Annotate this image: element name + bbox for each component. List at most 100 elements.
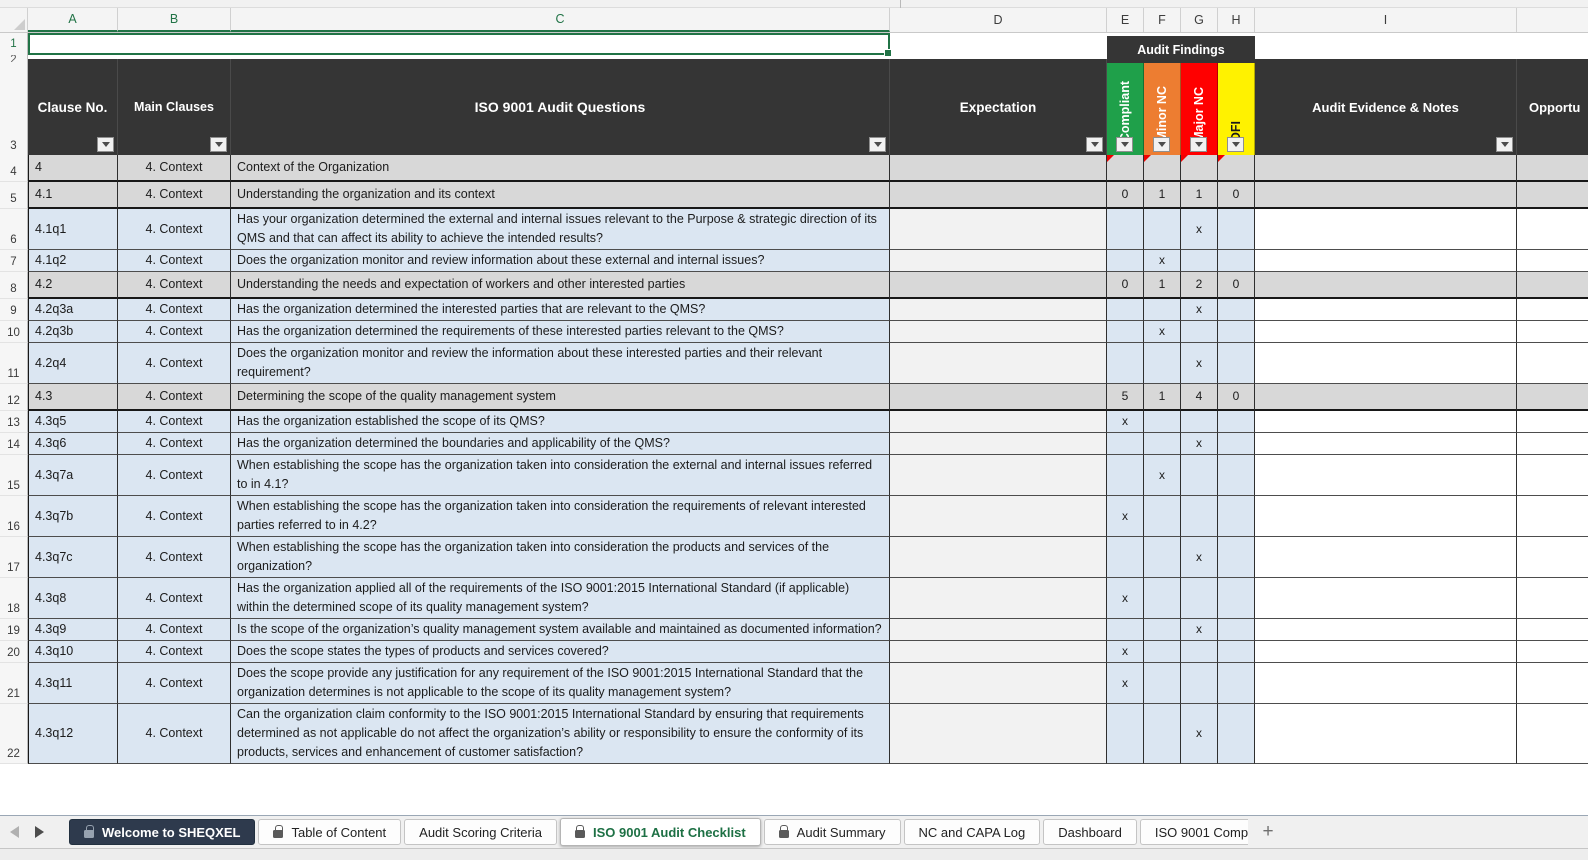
- cell-j15[interactable]: [1517, 455, 1588, 496]
- cell-j16[interactable]: [1517, 496, 1588, 537]
- sheet-tab-iso-9001-audit-checklist[interactable]: ISO 9001 Audit Checklist: [559, 818, 761, 846]
- cell-f4[interactable]: [1144, 155, 1181, 182]
- cell-e17[interactable]: [1107, 537, 1144, 578]
- cell-b8[interactable]: 4. Context: [118, 272, 231, 299]
- column-header-d[interactable]: D: [890, 8, 1107, 32]
- row-number-6[interactable]: 6: [0, 209, 28, 250]
- cell-a17[interactable]: 4.3q7c: [28, 537, 118, 578]
- column-header-b[interactable]: B: [118, 8, 231, 32]
- column-header-h[interactable]: H: [1218, 8, 1255, 32]
- cell-e5[interactable]: 0: [1107, 182, 1144, 209]
- sheet-tab-iso-9001-comp[interactable]: ISO 9001 Comp: [1139, 819, 1249, 845]
- cell-e18[interactable]: x: [1107, 578, 1144, 619]
- cell-h4[interactable]: [1218, 155, 1255, 182]
- cell-a13[interactable]: 4.3q5: [28, 411, 118, 433]
- row-number-17[interactable]: 17: [0, 537, 28, 578]
- cell-c5[interactable]: Understanding the organization and its c…: [231, 182, 890, 209]
- cell-g4[interactable]: [1181, 155, 1218, 182]
- cell-h10[interactable]: [1218, 321, 1255, 343]
- cell-h9[interactable]: [1218, 299, 1255, 321]
- cell-d22[interactable]: [890, 704, 1107, 764]
- cell-d20[interactable]: [890, 641, 1107, 663]
- row-number-4[interactable]: 4: [0, 155, 28, 182]
- questions-header[interactable]: ISO 9001 Audit Questions: [231, 59, 890, 155]
- cell-a10[interactable]: 4.2q3b: [28, 321, 118, 343]
- cell-i9[interactable]: [1255, 299, 1517, 321]
- cell-h16[interactable]: [1218, 496, 1255, 537]
- cell-e16[interactable]: x: [1107, 496, 1144, 537]
- cell-i18[interactable]: [1255, 578, 1517, 619]
- cell-d17[interactable]: [890, 537, 1107, 578]
- cell-g17[interactable]: x: [1181, 537, 1218, 578]
- cell-i11[interactable]: [1255, 343, 1517, 384]
- cell-a9[interactable]: 4.2q3a: [28, 299, 118, 321]
- cell-f6[interactable]: [1144, 209, 1181, 250]
- cell-h18[interactable]: [1218, 578, 1255, 619]
- cell-j12[interactable]: [1517, 384, 1588, 411]
- cell-h8[interactable]: 0: [1218, 272, 1255, 299]
- cell-e14[interactable]: [1107, 433, 1144, 455]
- row-number-7[interactable]: 7: [0, 250, 28, 272]
- sheet-tab-audit-scoring-criteria[interactable]: Audit Scoring Criteria: [404, 819, 557, 845]
- cell-f17[interactable]: [1144, 537, 1181, 578]
- cell-f8[interactable]: 1: [1144, 272, 1181, 299]
- cell-a14[interactable]: 4.3q6: [28, 433, 118, 455]
- cell-g13[interactable]: [1181, 411, 1218, 433]
- cell-g21[interactable]: [1181, 663, 1218, 704]
- cell-c19[interactable]: Is the scope of the organization’s quali…: [231, 619, 890, 641]
- cell-e21[interactable]: x: [1107, 663, 1144, 704]
- row-number-1[interactable]: 1: [10, 38, 17, 50]
- evidence-header[interactable]: Audit Evidence & Notes: [1255, 59, 1517, 155]
- select-all-corner[interactable]: [0, 8, 28, 32]
- findings-header-ofi[interactable]: OFI: [1218, 63, 1255, 155]
- row-number-10[interactable]: 10: [0, 321, 28, 343]
- cell-c9[interactable]: Has the organization determined the inte…: [231, 299, 890, 321]
- cell-j9[interactable]: [1517, 299, 1588, 321]
- cell-j10[interactable]: [1517, 321, 1588, 343]
- cell-f12[interactable]: 1: [1144, 384, 1181, 411]
- cell-f9[interactable]: [1144, 299, 1181, 321]
- cell-d6[interactable]: [890, 209, 1107, 250]
- cell-b7[interactable]: 4. Context: [118, 250, 231, 272]
- cell-d16[interactable]: [890, 496, 1107, 537]
- cell-c8[interactable]: Understanding the needs and expectation …: [231, 272, 890, 299]
- filter-button-compliant[interactable]: [1116, 137, 1133, 152]
- cell-j21[interactable]: [1517, 663, 1588, 704]
- row-number-11[interactable]: 11: [0, 343, 28, 384]
- filter-button-questions[interactable]: [869, 137, 886, 152]
- cell-h13[interactable]: [1218, 411, 1255, 433]
- sheet-tab-audit-summary[interactable]: Audit Summary: [763, 819, 901, 845]
- clause-no-header[interactable]: Clause No.: [28, 59, 118, 155]
- cell-f13[interactable]: [1144, 411, 1181, 433]
- column-header-i[interactable]: I: [1255, 8, 1517, 32]
- cell-f14[interactable]: [1144, 433, 1181, 455]
- cell-e8[interactable]: 0: [1107, 272, 1144, 299]
- cell-b12[interactable]: 4. Context: [118, 384, 231, 411]
- expectation-header[interactable]: Expectation: [890, 59, 1107, 155]
- prev-sheet-arrow-icon[interactable]: [10, 826, 19, 838]
- row-number-19[interactable]: 19: [0, 619, 28, 641]
- filter-button-main-clauses[interactable]: [210, 137, 227, 152]
- cell-i10[interactable]: [1255, 321, 1517, 343]
- row-number-2[interactable]: 2: [10, 55, 17, 62]
- filter-button-minor-nc[interactable]: [1153, 137, 1170, 152]
- cell-e15[interactable]: [1107, 455, 1144, 496]
- cell-i17[interactable]: [1255, 537, 1517, 578]
- cell-g8[interactable]: 2: [1181, 272, 1218, 299]
- cell-b13[interactable]: 4. Context: [118, 411, 231, 433]
- cell-a7[interactable]: 4.1q2: [28, 250, 118, 272]
- cell-f19[interactable]: [1144, 619, 1181, 641]
- row-number-8[interactable]: 8: [0, 272, 28, 299]
- cell-f11[interactable]: [1144, 343, 1181, 384]
- column-header-f[interactable]: F: [1144, 8, 1181, 32]
- cell-c14[interactable]: Has the organization determined the boun…: [231, 433, 890, 455]
- row-number-3[interactable]: 3: [10, 140, 17, 152]
- cell-f22[interactable]: [1144, 704, 1181, 764]
- cell-f16[interactable]: [1144, 496, 1181, 537]
- cell-i21[interactable]: [1255, 663, 1517, 704]
- cell-g12[interactable]: 4: [1181, 384, 1218, 411]
- cell-f15[interactable]: x: [1144, 455, 1181, 496]
- cell-d4[interactable]: [890, 155, 1107, 182]
- sheet-tab-welcome-to-sheqxel[interactable]: Welcome to SHEQXEL: [69, 819, 256, 845]
- cell-h20[interactable]: [1218, 641, 1255, 663]
